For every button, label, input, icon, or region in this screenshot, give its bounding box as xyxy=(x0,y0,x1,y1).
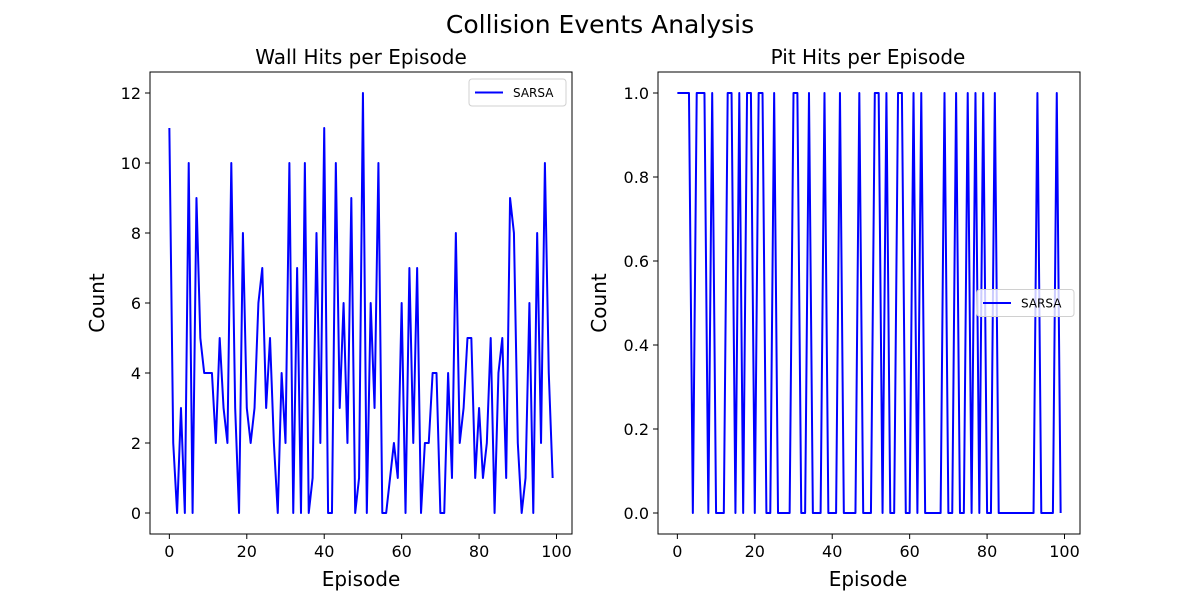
pit-hits-chart: Pit Hits per Episode Episode Count 0 20 40… xyxy=(587,45,1081,591)
pit-hits-axes-frame xyxy=(657,71,1081,535)
wall-hits-xtick-label: 100 xyxy=(541,542,572,561)
wall-hits-ytick-label: 6 xyxy=(131,294,141,313)
wall-hits-legend-label: SARSA xyxy=(513,86,554,100)
wall-hits-xtick-label: 0 xyxy=(164,542,174,561)
wall-hits-legend: SARSA xyxy=(468,78,567,107)
wall-hits-ytick-label: 10 xyxy=(121,154,141,173)
figure-title: Collision Events Analysis xyxy=(446,10,754,39)
pit-hits-xtick-label: 80 xyxy=(977,542,997,561)
pit-hits-title: Pit Hits per Episode xyxy=(771,45,966,69)
wall-hits-xtick-label: 20 xyxy=(237,542,257,561)
wall-hits-ytick-label: 0 xyxy=(131,504,141,523)
pit-hits-xtick-label: 100 xyxy=(1049,542,1080,561)
wall-hits-ylabel: Count xyxy=(85,273,109,333)
pit-hits-legend-box xyxy=(976,289,1075,317)
pit-hits-xtick-label: 40 xyxy=(822,542,842,561)
pit-hits-legend: SARSA xyxy=(976,289,1075,317)
pit-hits-xtick-label: 60 xyxy=(899,542,919,561)
pit-hits-ytick-label: 0.4 xyxy=(624,336,649,355)
wall-hits-series-line-sarsa xyxy=(168,92,554,514)
pit-hits-xlabel: Episode xyxy=(829,567,908,591)
pit-hits-ylabel: Count xyxy=(587,273,611,333)
pit-hits-ytick-label: 1.0 xyxy=(624,84,649,103)
pit-hits-ytick-label: 0.0 xyxy=(624,504,649,523)
wall-hits-ytick-label: 2 xyxy=(131,434,141,453)
wall-hits-ytick-label: 12 xyxy=(121,84,141,103)
wall-hits-title: Wall Hits per Episode xyxy=(255,45,467,69)
wall-hits-xtick-label: 60 xyxy=(391,542,411,561)
pit-hits-xtick-label: 0 xyxy=(672,542,682,561)
pit-hits-ytick-label: 0.6 xyxy=(624,252,649,271)
pit-hits-ytick-label: 0.2 xyxy=(624,420,649,439)
wall-hits-xlabel: Episode xyxy=(322,567,401,591)
wall-hits-chart: Wall Hits per Episode Episode Count 0 20 4… xyxy=(85,45,573,591)
wall-hits-legend-box xyxy=(468,78,567,107)
wall-hits-xtick-label: 80 xyxy=(469,542,489,561)
pit-hits-xtick-label: 20 xyxy=(745,542,765,561)
wall-hits-ytick-label: 8 xyxy=(131,224,141,243)
pit-hits-legend-label: SARSA xyxy=(1021,297,1062,311)
pit-hits-ytick-label: 0.8 xyxy=(624,168,649,187)
wall-hits-ytick-label: 4 xyxy=(131,364,141,383)
wall-hits-xtick-label: 40 xyxy=(314,542,334,561)
